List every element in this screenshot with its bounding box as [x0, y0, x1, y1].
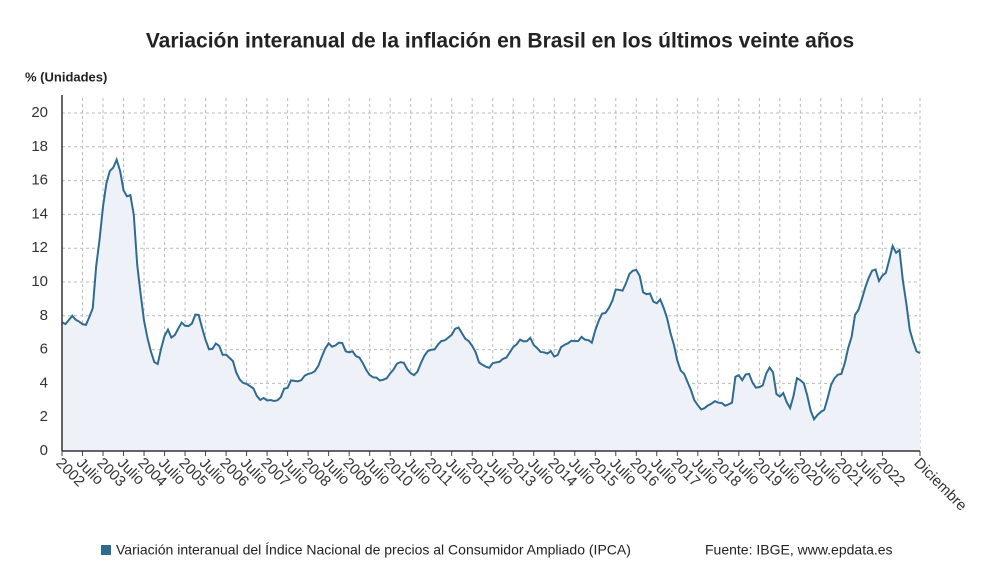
line: [61, 156, 921, 422]
chart-title: Variación interanual de la inflación en …: [146, 30, 854, 53]
y-tick-label: 14: [31, 205, 48, 222]
y-tick-label: 6: [40, 341, 48, 358]
area: [62, 159, 920, 451]
y-tick-label: 10: [31, 273, 48, 290]
y-tick-label: 8: [40, 307, 48, 324]
legend-label: Variación interanual del Índice Nacional…: [116, 542, 631, 558]
y-tick-label: 2: [40, 408, 48, 425]
y-tick-label: 18: [31, 138, 48, 155]
y-tick-label: 0: [40, 442, 48, 459]
x-tick-label: Diciembre: [910, 455, 970, 515]
y-tick-label: 16: [31, 172, 48, 189]
y-tick-label: 4: [40, 374, 48, 391]
y-tick-label: 20: [31, 104, 48, 121]
legend-swatch: [101, 545, 111, 555]
source: Fuente: IBGE, www.epdata.es: [705, 542, 893, 558]
y-axis-label: % (Unidades): [25, 69, 107, 84]
y-tick-label: 12: [31, 239, 48, 256]
